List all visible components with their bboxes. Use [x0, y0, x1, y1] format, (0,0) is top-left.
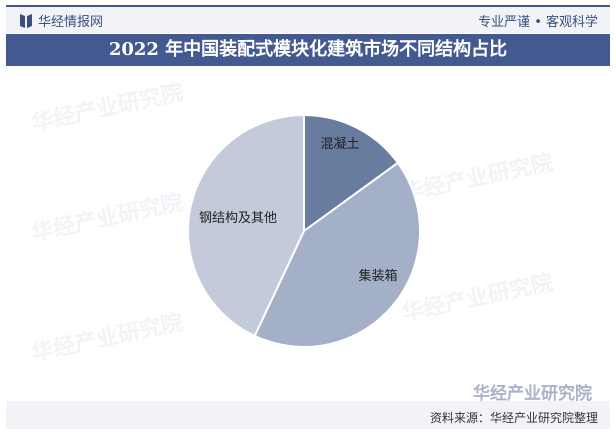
source-note: 资料来源：华经产业研究院整理	[429, 411, 598, 425]
book-logo-icon	[20, 13, 32, 28]
top-rule	[6, 5, 610, 7]
brand-name: 华经情报网	[38, 15, 104, 30]
header-bar: 华经情报网 专业严谨 • 客观科学	[6, 7, 610, 33]
slice-label: 钢结构及其他	[199, 211, 277, 226]
pie-slice-0	[303, 113, 400, 233]
slogan: 专业严谨 • 客观科学	[478, 15, 598, 30]
brand: 华经情报网	[20, 11, 103, 30]
slice-label: 混凝土	[320, 136, 359, 152]
pie-slice-1	[253, 161, 421, 348]
slice-label: 集装箱	[358, 268, 397, 284]
pie-slice-2	[187, 113, 305, 338]
chart-title: 2022 年中国装配式模块化建筑市场不同结构占比	[6, 34, 610, 66]
footer-bar: 华经产业研究院 资料来源：华经产业研究院整理	[6, 384, 610, 429]
footer-logo: 华经产业研究院	[473, 384, 592, 404]
